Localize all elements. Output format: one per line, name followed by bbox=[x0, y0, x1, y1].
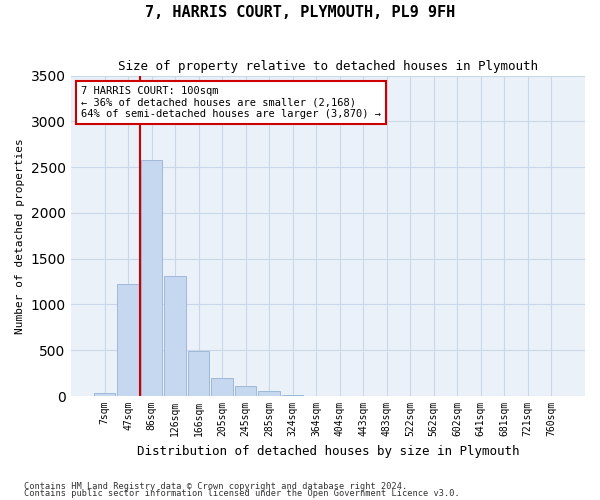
Bar bbox=[118, 284, 139, 396]
Title: Size of property relative to detached houses in Plymouth: Size of property relative to detached ho… bbox=[118, 60, 538, 73]
Bar bbox=[188, 351, 209, 396]
Bar bbox=[141, 160, 162, 396]
Bar bbox=[282, 395, 303, 396]
Bar bbox=[211, 378, 233, 396]
Text: Contains HM Land Registry data © Crown copyright and database right 2024.: Contains HM Land Registry data © Crown c… bbox=[24, 482, 407, 491]
Y-axis label: Number of detached properties: Number of detached properties bbox=[15, 138, 25, 334]
Bar bbox=[164, 276, 185, 396]
Bar bbox=[259, 392, 280, 396]
X-axis label: Distribution of detached houses by size in Plymouth: Distribution of detached houses by size … bbox=[137, 444, 519, 458]
Text: 7, HARRIS COURT, PLYMOUTH, PL9 9FH: 7, HARRIS COURT, PLYMOUTH, PL9 9FH bbox=[145, 5, 455, 20]
Bar bbox=[94, 394, 115, 396]
Text: Contains public sector information licensed under the Open Government Licence v3: Contains public sector information licen… bbox=[24, 489, 460, 498]
Bar bbox=[235, 386, 256, 396]
Text: 7 HARRIS COURT: 100sqm
← 36% of detached houses are smaller (2,168)
64% of semi-: 7 HARRIS COURT: 100sqm ← 36% of detached… bbox=[81, 86, 381, 119]
